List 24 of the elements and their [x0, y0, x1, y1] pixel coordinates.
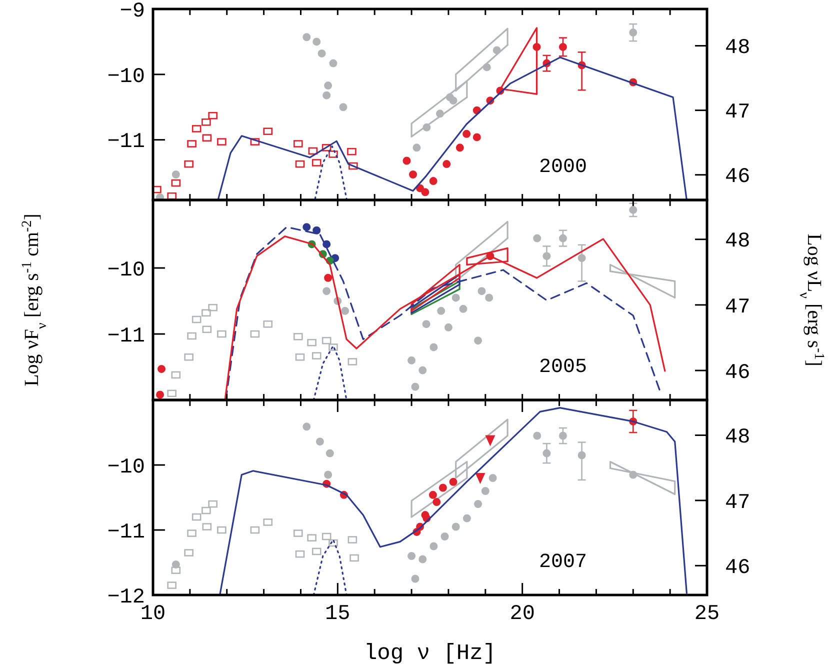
y-tick-label: −11 — [107, 325, 145, 348]
y2-tick-label: 48 — [725, 37, 750, 60]
y-tick-label: −9 — [120, 0, 145, 24]
y2-tick-label: 47 — [725, 296, 750, 320]
annotation: 2000 — [538, 156, 587, 179]
x-axis-title: log ν [Hz] — [364, 641, 496, 666]
y-tick-label: −10 — [107, 456, 145, 480]
y2-tick-label: 48 — [725, 230, 750, 254]
y-tick-label: −11 — [107, 521, 145, 544]
x-tick-label: 15 — [325, 603, 350, 626]
y-tick-label: −10 — [107, 66, 145, 89]
y2-tick-label: 46 — [725, 166, 750, 190]
y2-tick-label: 48 — [725, 426, 750, 450]
x-tick-label: 20 — [510, 603, 535, 626]
x-tick-label: 10 — [140, 603, 166, 626]
annotation: 2007 — [538, 551, 587, 574]
y2-tick-label: 46 — [725, 362, 750, 385]
y2-tick-label: 46 — [725, 557, 750, 580]
y2-tick-label: 47 — [725, 102, 750, 125]
y-tick-label: −10 — [107, 259, 145, 282]
x-tick-label: 25 — [694, 603, 720, 626]
y2-tick-label: 47 — [725, 492, 750, 515]
y-tick-label: −11 — [107, 131, 145, 154]
annotation: 2005 — [538, 356, 587, 379]
